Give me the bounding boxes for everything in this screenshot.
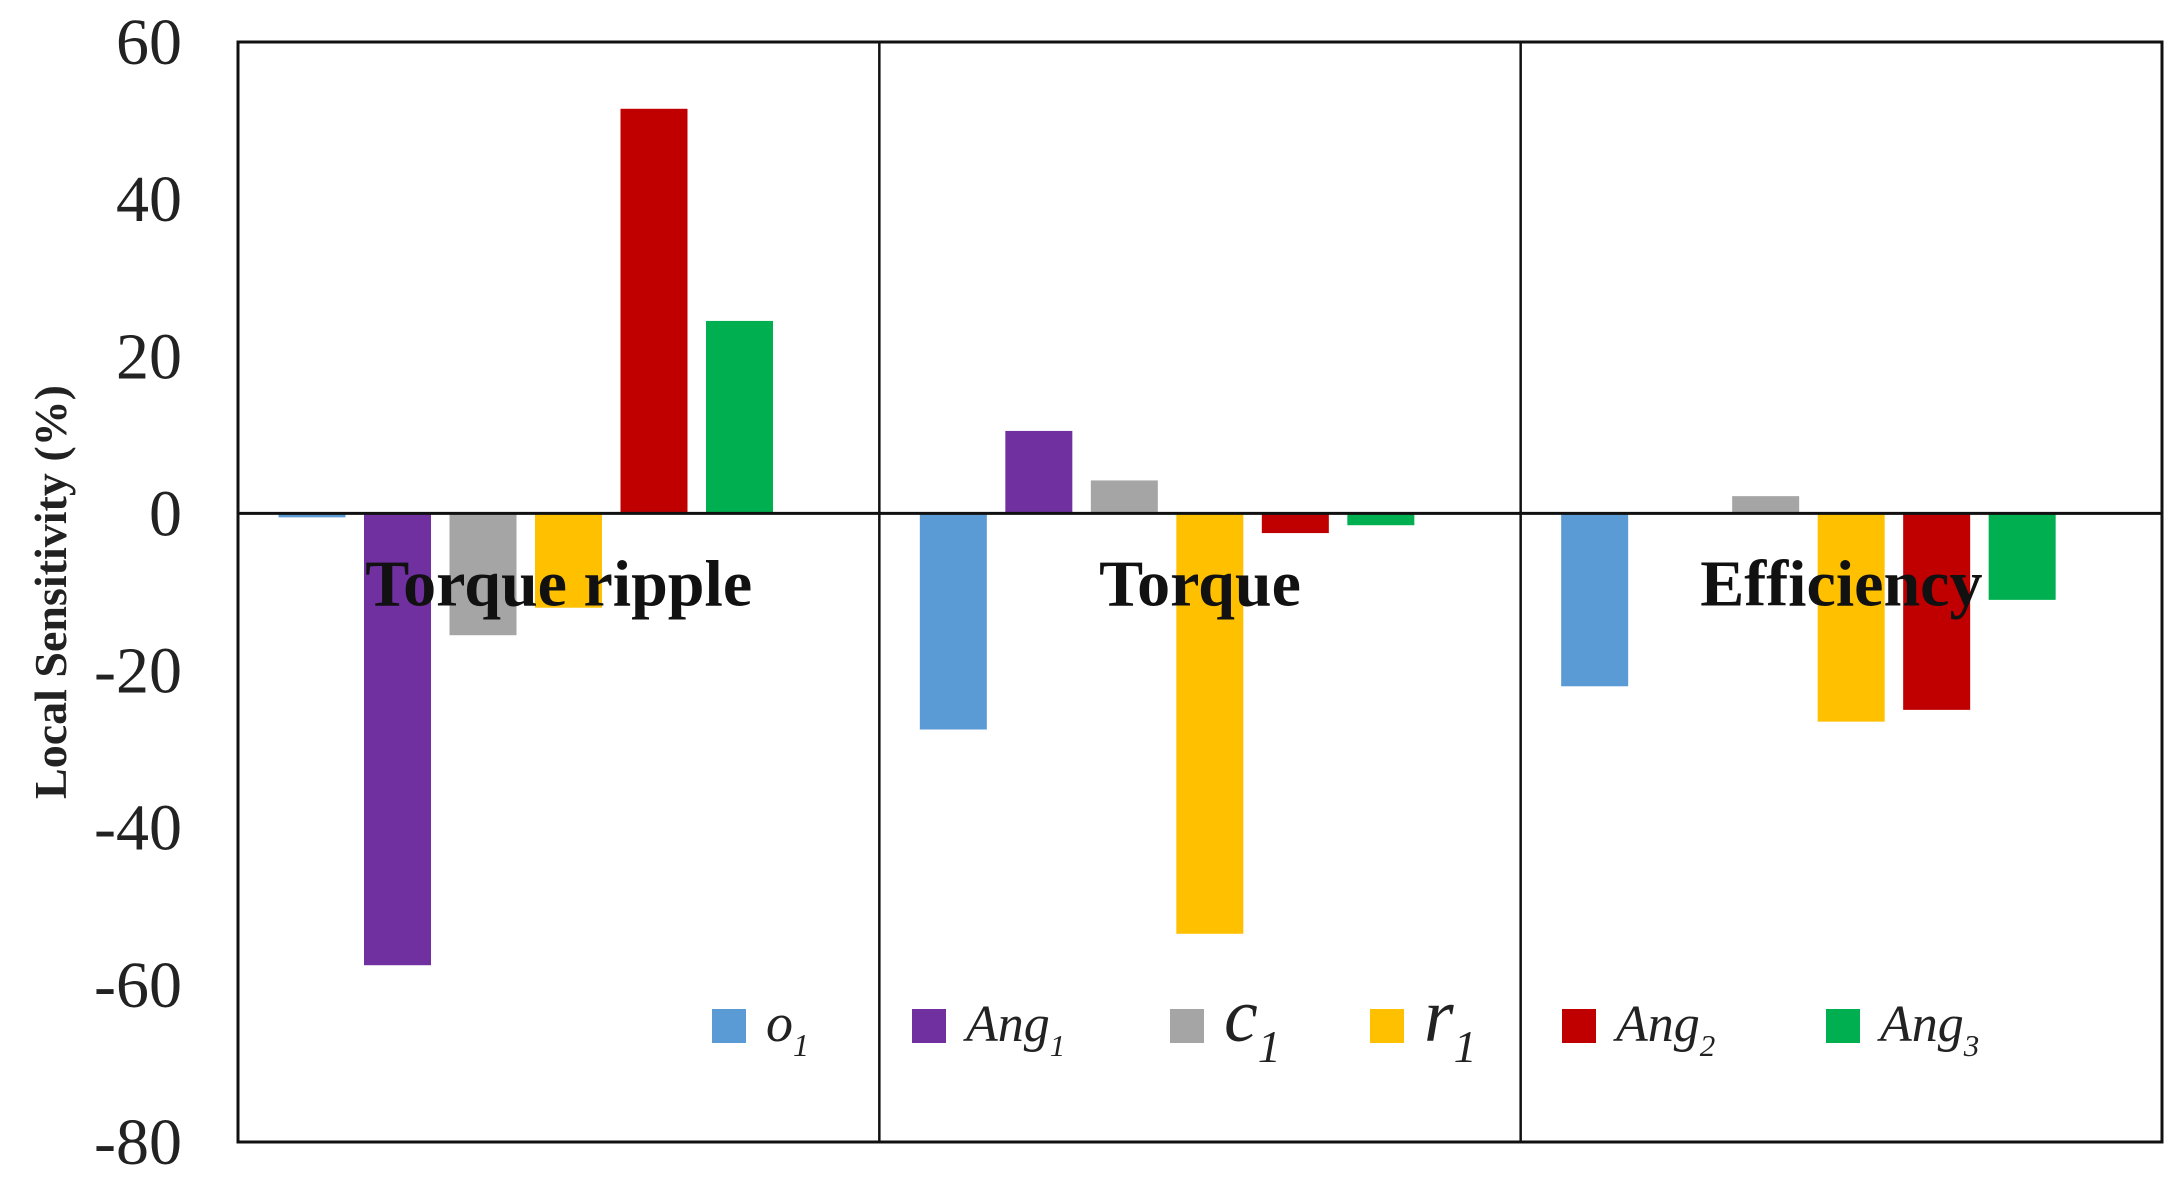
bar	[1988, 513, 2056, 600]
y-tick-label: 0	[149, 477, 182, 550]
legend: o1 Ang1 c1 r1 Ang2 Ang3	[712, 974, 1979, 1072]
bar	[1817, 513, 1885, 722]
bar	[535, 513, 602, 608]
y-tick-label: -40	[94, 792, 182, 865]
y-tick-label: 60	[116, 6, 182, 79]
category-label: Efficiency	[1700, 547, 1982, 620]
y-tick-label: -80	[94, 1106, 182, 1179]
legend-label: Ang1	[963, 996, 1065, 1063]
legend-swatch	[912, 1009, 946, 1043]
bar	[706, 320, 773, 514]
bars	[278, 108, 2056, 966]
bar	[1005, 430, 1073, 514]
legend-label: c1	[1224, 974, 1281, 1072]
bar	[1732, 496, 1800, 514]
plot-frame	[236, 40, 2164, 1144]
y-tick-labels: 60 40 20 0 -20 -40 -60 -80	[94, 6, 182, 1179]
legend-swatch	[1170, 1009, 1204, 1043]
y-tick-label: 40	[116, 163, 182, 236]
plot-border	[236, 40, 2164, 1144]
bar	[1261, 513, 1329, 534]
legend-swatch	[1562, 1009, 1596, 1043]
bar	[1347, 513, 1415, 526]
y-axis-title-group: Local Sensitivity (%)	[25, 385, 76, 799]
legend-swatch	[1826, 1009, 1860, 1043]
y-tick-label: -60	[94, 949, 182, 1022]
category-labels: Torque ripple Torque Efficiency	[365, 547, 1982, 620]
y-tick-label: 20	[116, 320, 182, 393]
bar	[1561, 513, 1629, 687]
legend-label: o1	[766, 993, 809, 1063]
bar	[1090, 480, 1158, 514]
legend-swatch	[1370, 1009, 1404, 1043]
bar	[620, 108, 688, 514]
y-axis-title: Local Sensitivity (%)	[25, 385, 76, 799]
bar	[1176, 513, 1244, 934]
bar	[364, 513, 431, 966]
category-label: Torque ripple	[365, 547, 752, 620]
legend-label: r1	[1424, 974, 1477, 1072]
legend-label: Ang2	[1613, 996, 1715, 1063]
legend-label: Ang3	[1877, 996, 1979, 1063]
bar	[449, 513, 517, 636]
legend-swatch	[712, 1009, 746, 1043]
bar	[278, 513, 346, 518]
category-label: Torque	[1099, 547, 1301, 620]
bar	[1903, 513, 1971, 710]
y-tick-label: -20	[94, 635, 182, 708]
bar	[919, 513, 987, 730]
